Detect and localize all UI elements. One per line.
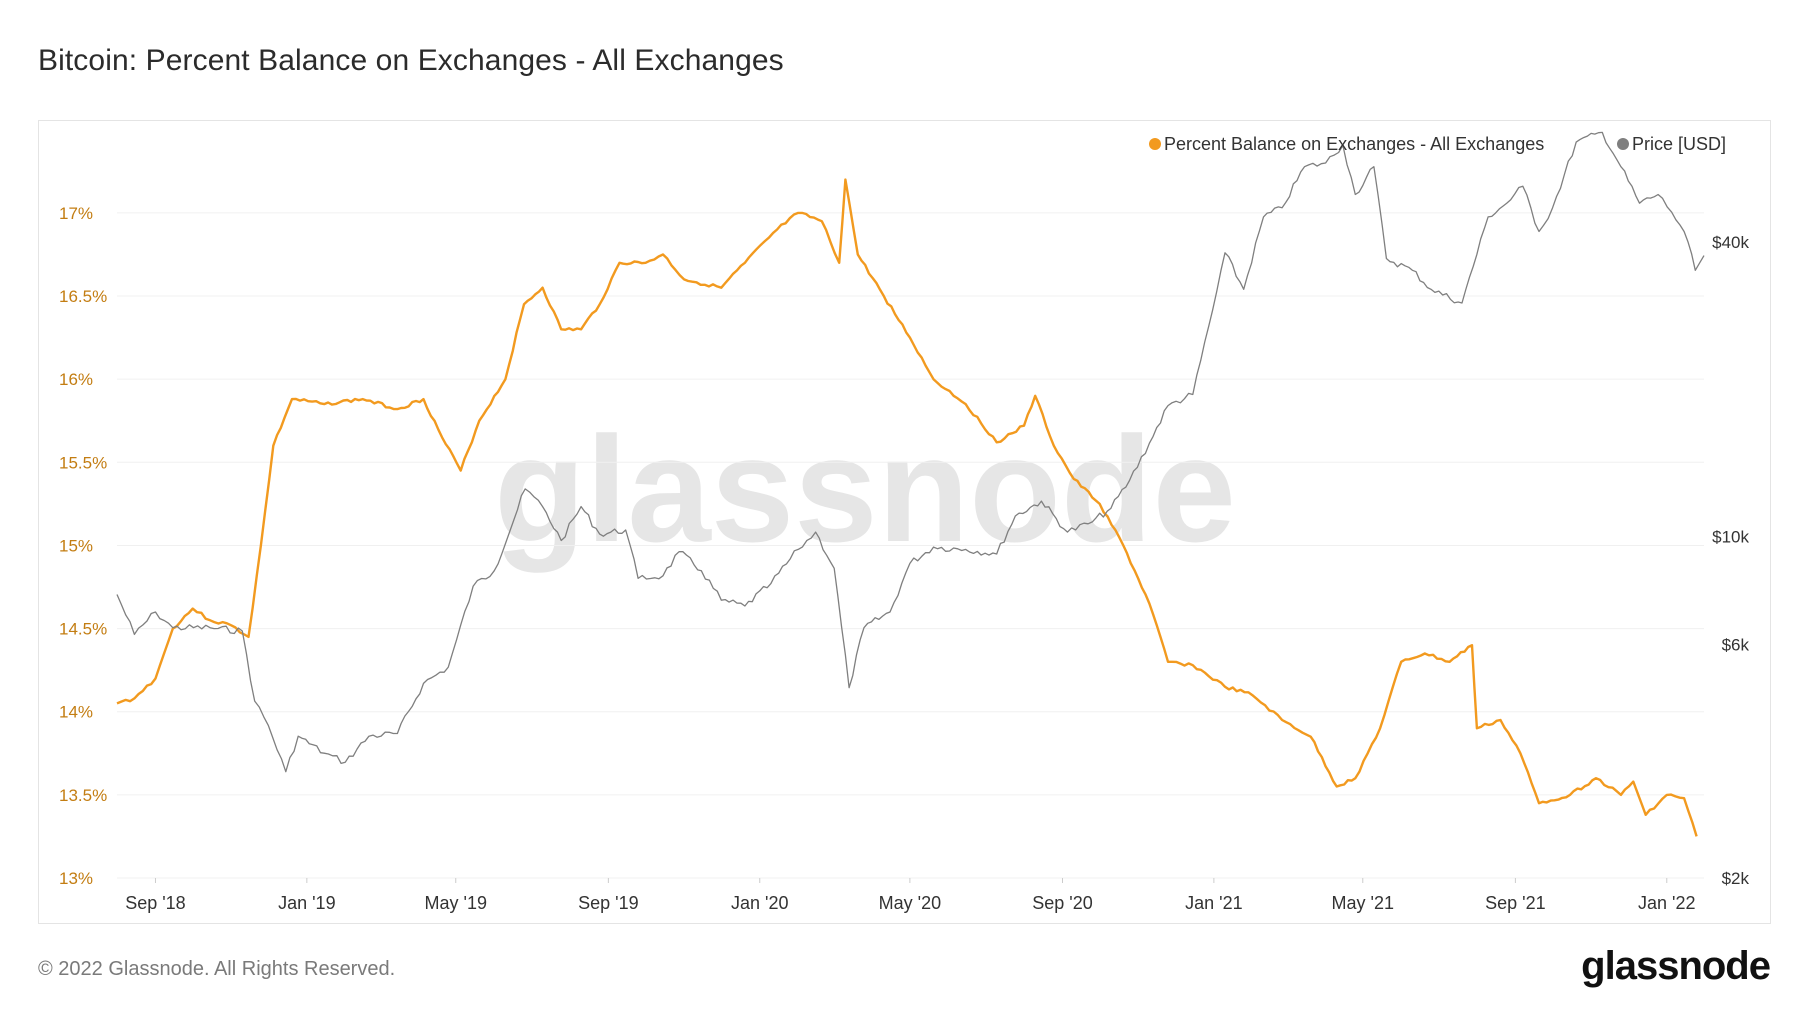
x-tick-label: Jan '20 — [731, 893, 788, 913]
legend-label-price: Price [USD] — [1632, 134, 1726, 154]
legend-swatch-percent — [1149, 138, 1161, 150]
y-tick-right: $10k — [1712, 527, 1749, 546]
chart-frame: glassnode 13% 13.5% 14% 14.5% 15% 15.5% 16% 16.5… — [38, 120, 1771, 924]
y-tick-left: 16.5% — [59, 287, 107, 306]
y-tick-left: 15.5% — [59, 453, 107, 472]
y-tick-left: 15% — [59, 536, 93, 555]
x-tick-label: May '19 — [425, 893, 487, 913]
x-tick-label: Sep '18 — [125, 893, 186, 913]
x-tick-label: May '20 — [879, 893, 941, 913]
x-tick-label: May '21 — [1332, 893, 1394, 913]
y-tick-left: 17% — [59, 204, 93, 223]
x-tick-label: Sep '20 — [1032, 893, 1093, 913]
series-line-percent-balance — [116, 178, 1698, 837]
x-tick-label: Jan '22 — [1638, 893, 1695, 913]
y-tick-right: $2k — [1722, 869, 1750, 888]
copyright-text: © 2022 Glassnode. All Rights Reserved. — [38, 958, 396, 980]
x-tick-label: Jan '19 — [278, 893, 335, 913]
chart: glassnode13%13.5%14%14.5%15%15.5%16%16.5… — [59, 131, 1750, 913]
y-tick-left: 13.5% — [59, 786, 107, 805]
x-tick-label: Jan '21 — [1185, 893, 1242, 913]
y-tick-left: 16% — [59, 370, 93, 389]
series-line-price — [116, 131, 1705, 773]
legend-label-percent: Percent Balance on Exchanges - All Excha… — [1164, 134, 1544, 154]
y-tick-left: 13% — [59, 869, 93, 888]
x-tick-label: Sep '21 — [1485, 893, 1546, 913]
y-tick-left: 14% — [59, 703, 93, 722]
y-tick-left: 14.5% — [59, 620, 107, 639]
page-title: Bitcoin: Percent Balance on Exchanges - … — [38, 44, 784, 77]
x-tick-label: Sep '19 — [578, 893, 639, 913]
legend-swatch-price — [1617, 138, 1629, 150]
glassnode-logo[interactable]: glassnode — [1581, 944, 1771, 988]
y-tick-right: $40k — [1712, 233, 1749, 252]
y-tick-right: $6k — [1722, 636, 1750, 655]
